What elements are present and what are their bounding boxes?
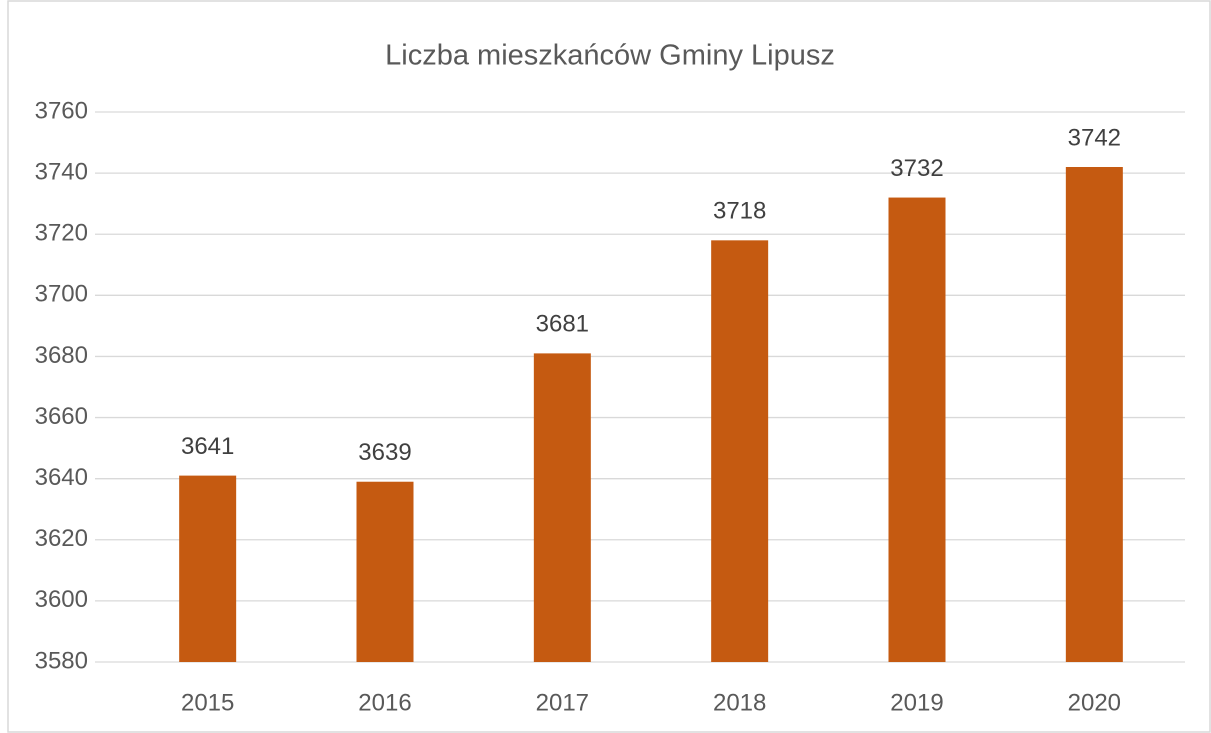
y-tick-label: 3740	[35, 158, 88, 185]
x-tick-label: 2016	[358, 689, 411, 716]
data-label: 3732	[890, 155, 943, 182]
data-label: 3718	[713, 198, 766, 225]
y-tick-label: 3700	[35, 281, 88, 308]
bar	[888, 197, 946, 663]
y-tick-label: 3600	[35, 586, 88, 613]
x-tick-label: 2018	[713, 689, 766, 716]
bar	[1065, 167, 1123, 662]
y-tick-label: 3760	[35, 97, 88, 124]
y-tick-label: 3680	[35, 342, 88, 369]
x-tick-label: 2020	[1068, 689, 1121, 716]
x-tick-label: 2017	[536, 689, 589, 716]
data-label: 3742	[1068, 124, 1121, 151]
y-tick-label: 3580	[35, 647, 88, 674]
y-tick-label: 3620	[35, 525, 88, 552]
y-tick-label: 3640	[35, 464, 88, 491]
data-label: 3639	[358, 439, 411, 466]
bar	[533, 353, 591, 662]
bar	[356, 481, 414, 662]
x-tick-label: 2019	[890, 689, 943, 716]
bar	[711, 240, 769, 663]
y-tick-label: 3660	[35, 403, 88, 430]
data-label: 3641	[181, 433, 234, 460]
y-tick-label: 3720	[35, 220, 88, 247]
chart-title: Liczba mieszkańców Gminy Lipusz	[385, 40, 835, 72]
x-tick-label: 2015	[181, 689, 234, 716]
bar	[179, 475, 237, 662]
data-label: 3681	[536, 311, 589, 338]
